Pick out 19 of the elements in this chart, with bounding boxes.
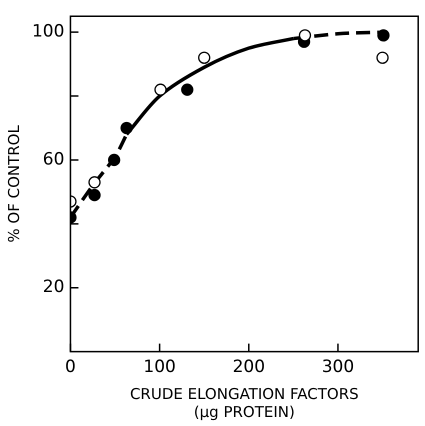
point xyxy=(298,29,312,42)
x-tick-label: 200 xyxy=(232,357,266,378)
point xyxy=(198,52,210,64)
point xyxy=(88,188,101,202)
x-tick-label: 100 xyxy=(143,357,176,378)
point xyxy=(88,176,101,188)
x-axis-title: CRUDE ELONGATION FACTORS (µg PROTEIN) xyxy=(130,384,359,421)
y-tick-label: 100 xyxy=(32,22,64,42)
x-tick-label: 0 xyxy=(65,357,76,378)
point xyxy=(377,29,390,42)
point xyxy=(108,154,120,166)
y-tick-label: 20 xyxy=(42,277,64,298)
point xyxy=(120,122,133,134)
point xyxy=(181,84,194,96)
x-tick-label: 300 xyxy=(322,357,354,378)
y-axis-title: % OF CONTROL xyxy=(4,124,23,243)
point xyxy=(154,84,167,96)
y-tick-label: 60 xyxy=(42,149,64,170)
point xyxy=(376,52,389,64)
